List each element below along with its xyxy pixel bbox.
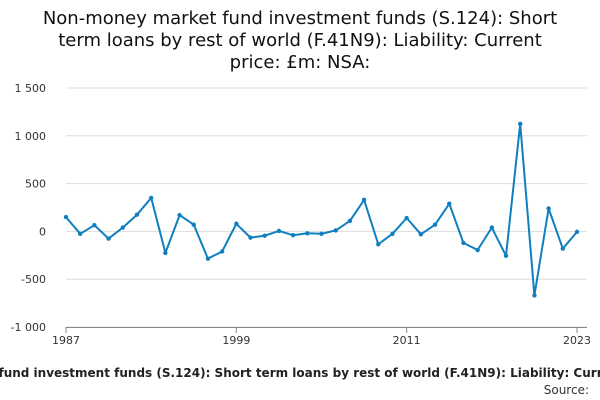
data-point [262, 233, 267, 238]
data-point [134, 212, 140, 217]
data-point [148, 195, 154, 201]
footer-caption: Non-money market fund investment funds (… [0, 366, 600, 384]
series [63, 121, 580, 298]
data-point [560, 246, 566, 251]
data-point [234, 221, 239, 226]
data-point [92, 222, 97, 228]
chart-title: Non-money market fund investment funds (… [42, 8, 558, 73]
data-point [305, 231, 310, 236]
data-point [120, 225, 125, 230]
data-point [290, 233, 296, 238]
x-axis [65, 327, 587, 333]
data-point [404, 215, 409, 221]
source-label: Source: [543, 383, 589, 397]
y-tick-label: 1 500 [15, 82, 47, 95]
data-point [248, 235, 253, 240]
data-point [574, 229, 580, 235]
y-tick-label: 500 [25, 178, 46, 191]
x-tick-label: 2023 [563, 334, 591, 347]
x-tick-label: 2011 [393, 334, 421, 347]
data-point [106, 236, 111, 241]
data-point [77, 231, 83, 236]
data-point [390, 231, 395, 236]
y-axis-tick-labels: 1 500 1 000 500 0 -500 -1 000 [11, 82, 46, 334]
data-point [205, 256, 211, 261]
data-point [276, 228, 282, 234]
data-point [418, 232, 424, 237]
data-point [361, 197, 367, 203]
x-tick-label: 1999 [222, 334, 250, 347]
data-point [518, 121, 523, 127]
footer-caption-text: Non-money market fund investment funds (… [0, 366, 600, 380]
data-point [475, 247, 480, 253]
data-point [546, 206, 551, 211]
data-point [503, 253, 509, 258]
data-point [63, 214, 69, 220]
data-point [333, 228, 338, 233]
data-point [376, 242, 381, 247]
x-tick-label: 1987 [52, 334, 80, 347]
data-point [219, 249, 225, 254]
data-point [319, 231, 324, 236]
data-point [347, 218, 353, 224]
data-point [489, 225, 495, 230]
y-tick-label: 0 [39, 225, 46, 238]
x-axis-tick-labels: 1987 1999 2011 2023 [52, 334, 591, 347]
data-point [432, 222, 438, 227]
y-tick-label: 1 000 [15, 130, 47, 143]
data-point [163, 250, 168, 256]
y-tick-label: -1 000 [11, 321, 46, 334]
y-tick-label: -500 [21, 273, 46, 286]
data-point [177, 212, 182, 218]
data-point [461, 240, 466, 246]
data-point [447, 201, 452, 206]
series-line [65, 122, 578, 297]
data-point [532, 293, 537, 298]
data-point [191, 222, 196, 227]
